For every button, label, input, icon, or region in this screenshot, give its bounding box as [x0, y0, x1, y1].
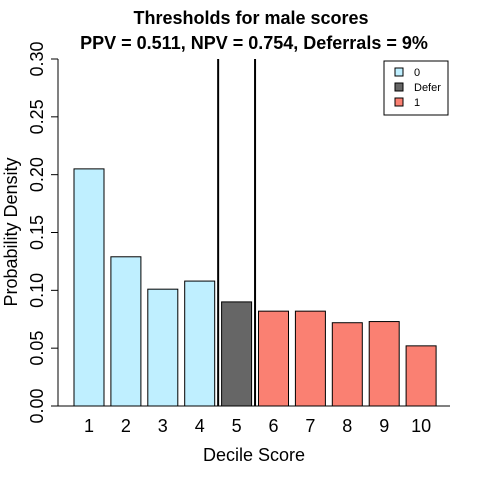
bar-2: [110, 256, 142, 407]
plot-area: 1 2 3 4 5 6 7 8 9 100.000.050.100.150.200.250.30: [27, 41, 437, 436]
y-tick-label-0.15: 0.15: [27, 215, 47, 250]
y-tick-label-0.20: 0.20: [27, 157, 47, 192]
legend-swatch-Defer: [394, 82, 404, 92]
x-axis-label: Decile Score: [203, 445, 305, 465]
x-tick-label-5: 5: [232, 416, 242, 436]
x-tick-label-7: 7: [305, 416, 315, 436]
bar-10: [405, 345, 437, 407]
x-tick-label-9: 9: [379, 416, 389, 436]
y-axis-label: Probability Density: [1, 157, 21, 306]
y-tick-label-0.25: 0.25: [27, 99, 47, 134]
bar-4: [184, 280, 216, 407]
bar-3: [147, 288, 179, 407]
legend-swatch-0: [394, 67, 404, 77]
x-tick-label-8: 8: [342, 416, 352, 436]
x-tick-label-10: 10: [411, 416, 431, 436]
bar-1: [73, 168, 105, 407]
legend-label-1: 1: [414, 97, 420, 109]
chart-title: Thresholds for male scores: [133, 8, 368, 28]
legend-label-0: 0: [414, 67, 420, 79]
bar-9: [368, 321, 400, 407]
x-tick-label-6: 6: [268, 416, 278, 436]
chart-subtitle: PPV = 0.511, NPV = 0.754, Deferrals = 9%: [80, 33, 428, 53]
legend-label-Defer: Defer: [414, 82, 441, 94]
y-tick-label-0.10: 0.10: [27, 273, 47, 308]
x-tick-label-3: 3: [158, 416, 168, 436]
y-tick-label-0.05: 0.05: [27, 331, 47, 366]
x-tick-label-4: 4: [195, 416, 205, 436]
y-tick-label-0.00: 0.00: [27, 388, 47, 423]
bar-8: [331, 322, 363, 407]
bar-7: [294, 310, 326, 407]
legend: 0 Defer 1: [383, 60, 449, 116]
bar-6: [258, 310, 289, 407]
x-tick-label-1: 1: [84, 416, 94, 436]
legend-swatch-1: [394, 97, 404, 107]
y-tick-label-0.30: 0.30: [27, 41, 47, 76]
x-tick-label-2: 2: [121, 416, 131, 436]
bar-5: [221, 301, 253, 407]
